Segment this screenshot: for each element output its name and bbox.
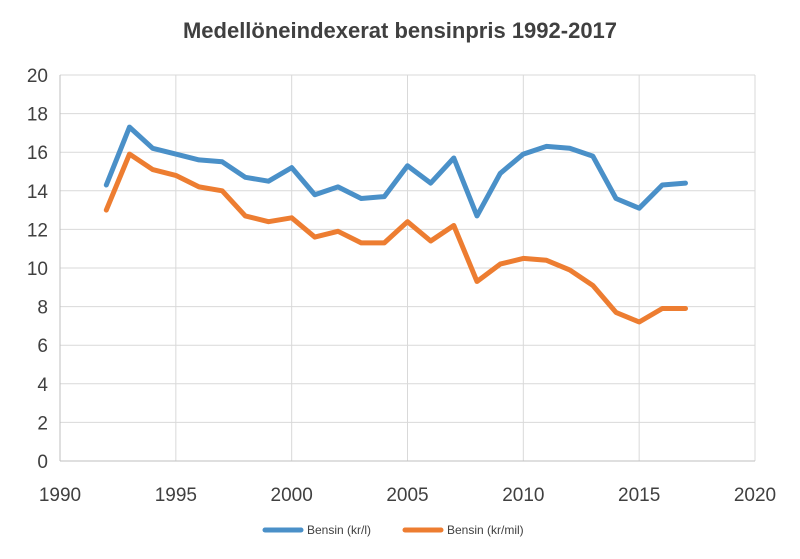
y-tick-label: 6 — [37, 336, 48, 357]
series-lines — [103, 124, 688, 325]
x-tick-label: 1990 — [39, 485, 81, 506]
y-tick-label: 8 — [37, 298, 48, 319]
x-tick-label: 1995 — [155, 485, 197, 506]
x-tick-label: 2000 — [271, 485, 313, 506]
legend-label-2: Bensin (kr/mil) — [447, 523, 524, 537]
legend-label-1: Bensin (kr/l) — [307, 523, 371, 537]
x-tick-label: 2020 — [734, 485, 776, 506]
y-tick-label: 2 — [37, 413, 48, 434]
y-tick-label: 10 — [27, 259, 48, 280]
x-axis-tick-labels: 1990 1995 2000 2005 2010 2015 2020 — [39, 485, 776, 506]
x-tick-label: 2010 — [502, 485, 544, 506]
y-tick-label: 16 — [27, 143, 48, 164]
x-tick-label: 2005 — [386, 485, 428, 506]
y-tick-label: 18 — [27, 105, 48, 126]
axes — [59, 75, 755, 462]
series-line-1 — [103, 124, 688, 219]
series-line-2 — [103, 151, 688, 325]
gridlines — [60, 74, 756, 461]
y-axis-tick-labels: 0 2 4 6 8 10 12 14 16 18 20 — [27, 66, 49, 473]
legend: Bensin (kr/l) Bensin (kr/mil) — [262, 523, 524, 537]
y-tick-label: 14 — [27, 182, 49, 203]
y-tick-label: 4 — [37, 375, 48, 396]
y-tick-label: 20 — [27, 66, 48, 87]
y-tick-label: 12 — [27, 220, 48, 241]
y-tick-label: 0 — [37, 452, 48, 473]
x-tick-label: 2015 — [618, 485, 660, 506]
chart-title: Medellöneindexerat bensinpris 1992-2017 — [183, 18, 617, 43]
